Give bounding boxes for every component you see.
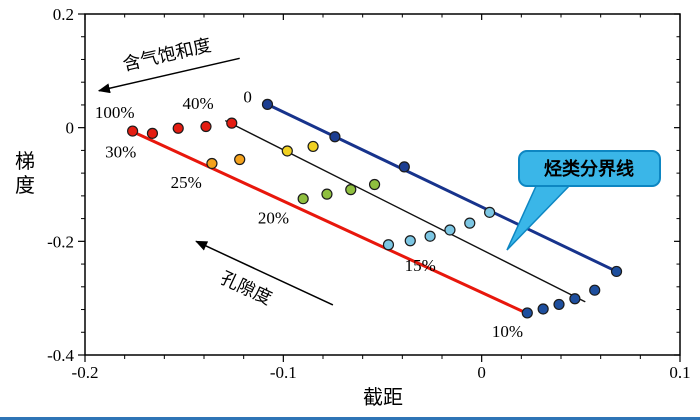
point-label: 15% <box>405 256 436 275</box>
porosity-30-point <box>146 127 159 139</box>
porosity-20-point <box>345 184 357 196</box>
porosity-25-point <box>206 157 218 170</box>
x-tick-label: -0.2 <box>72 363 99 382</box>
y-tick-label: 0 <box>66 119 75 138</box>
porosity-15-point <box>444 224 456 236</box>
porosity-10-point <box>589 284 601 296</box>
porosity-10-point <box>610 265 623 278</box>
callout-box <box>518 150 661 187</box>
porosity-20-point <box>368 178 381 191</box>
callout-pointer <box>506 183 573 251</box>
porosity-10-point <box>537 303 549 315</box>
porosity-40-point <box>226 117 238 129</box>
porosity-10-point <box>569 293 581 305</box>
porosity-25b-point <box>281 145 293 157</box>
point-label: 40% <box>182 94 213 113</box>
boundary-callout: 烃类分界线 <box>506 150 661 251</box>
porosity-10-point <box>521 307 533 319</box>
saturation-0-point <box>329 131 341 143</box>
point-label: 100% <box>95 103 135 122</box>
bottom-rule <box>0 417 700 420</box>
porosity-20-point <box>321 188 333 200</box>
porosity-15-point <box>484 206 496 218</box>
porosity-25-point <box>234 153 246 166</box>
saturation-0-point <box>398 161 410 173</box>
porosity-15-point <box>464 217 476 229</box>
gas-line-100-saturation <box>131 130 529 316</box>
point-label: 25% <box>171 173 202 192</box>
point-label: 0 <box>243 87 252 106</box>
porosity-40-point <box>200 120 212 133</box>
y-axis-title-char: 梯 <box>15 150 35 173</box>
porosity-40-point <box>172 122 184 134</box>
porosity-15-point <box>404 235 416 247</box>
gas-saturation-arrow-label: 含气饱和度 <box>121 35 213 75</box>
porosity-15-point <box>424 230 436 242</box>
porosity-10-point <box>553 298 565 311</box>
point-label: 10% <box>492 322 523 341</box>
y-tick-label: 0.2 <box>53 5 74 24</box>
water-line-0-saturation <box>265 102 619 273</box>
porosity-arrow <box>195 240 334 306</box>
porosity-20-point <box>297 193 309 205</box>
porosity-30-point <box>127 125 139 137</box>
point-label: 20% <box>258 208 289 227</box>
axis-ticks: -0.2 -0.1 0 0.10.20-0.2-0.4 <box>47 5 691 382</box>
y-axis-title-char: 度 <box>15 174 35 197</box>
y-axis-title: 梯度 <box>15 150 35 197</box>
porosity-15-point <box>382 239 395 251</box>
callout-label: 烃类分界线 <box>544 158 634 179</box>
point-label: 30% <box>105 143 136 162</box>
y-tick-label: -0.2 <box>47 232 74 251</box>
x-tick-label: -0.1 <box>270 363 297 382</box>
y-tick-label: -0.4 <box>47 346 74 365</box>
x-tick-label: 0.1 <box>669 363 690 382</box>
plot-frame <box>84 13 681 356</box>
gas-saturation-arrow <box>97 57 240 94</box>
porosity-25b-point <box>307 140 319 153</box>
saturation-0-point <box>261 98 274 110</box>
x-tick-label: 0 <box>477 363 486 382</box>
x-axis-title: 截距 <box>363 386 403 409</box>
